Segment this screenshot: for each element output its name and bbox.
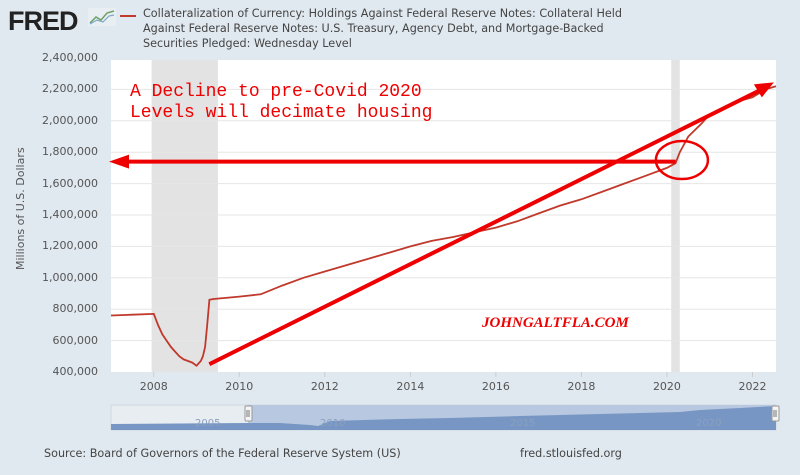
- y-tick-label: 600,000: [52, 333, 99, 347]
- chart-title: Collateralization of Currency: Holdings …: [143, 6, 703, 51]
- watermark-text: JOHNGALTFLA.COM: [481, 315, 629, 331]
- title-line: Securities Pledged: Wednesday Level: [143, 37, 352, 50]
- y-tick-label: 1,800,000: [42, 145, 98, 159]
- y-tick-label: 400,000: [52, 365, 99, 378]
- x-tick-label: 2010: [225, 380, 254, 393]
- navigator-area: [111, 406, 776, 430]
- x-tick-label: 2020: [652, 380, 681, 393]
- fred-chart-icon: [88, 8, 116, 26]
- x-tick-label: 2014: [396, 380, 425, 393]
- y-tick-label: 800,000: [52, 302, 99, 316]
- horizontal-arrow-head: [109, 154, 129, 169]
- title-line: Collateralization of Currency: Holdings …: [143, 7, 622, 20]
- x-tick-label: 2016: [481, 380, 510, 393]
- y-tick-label: 2,400,000: [42, 51, 98, 64]
- annotation-headline: A Decline to pre-Covid 2020: [130, 82, 422, 102]
- diagonal-arrow-head: [753, 82, 774, 98]
- navigator-year-label: 2015: [510, 418, 535, 429]
- legend-swatch: [120, 15, 136, 17]
- plot-area: [111, 60, 776, 372]
- fred-url[interactable]: fred.stlouisfed.org: [520, 447, 622, 460]
- navigator-year-label: 2005: [195, 418, 220, 429]
- x-tick-label: 2008: [139, 380, 168, 393]
- navigator-year-label: 2020: [696, 418, 721, 429]
- title-line: Against Federal Reserve Notes: U.S. Trea…: [143, 22, 604, 35]
- annotation-headline: Levels will decimate housing: [130, 103, 432, 123]
- recession-band: [671, 60, 680, 372]
- x-tick-label: 2012: [310, 380, 339, 393]
- diagonal-arrow-line: [208, 87, 763, 366]
- y-tick-label: 1,200,000: [42, 239, 98, 253]
- y-tick-label: 1,600,000: [42, 176, 98, 190]
- x-tick-label: 2018: [567, 380, 596, 393]
- y-tick-label: 2,200,000: [42, 82, 98, 96]
- fred-logo: FRED: [8, 6, 78, 36]
- source-text: Source: Board of Governors of the Federa…: [44, 447, 401, 460]
- navigator-year-label: 2010: [320, 418, 345, 429]
- series-line: [110, 85, 777, 367]
- highlight-circle: [654, 139, 710, 181]
- y-tick-label: 2,000,000: [42, 113, 98, 127]
- y-tick-label: 1,400,000: [42, 208, 98, 221]
- y-tick-label: 1,000,000: [42, 270, 98, 284]
- x-tick-label: 2022: [738, 380, 767, 393]
